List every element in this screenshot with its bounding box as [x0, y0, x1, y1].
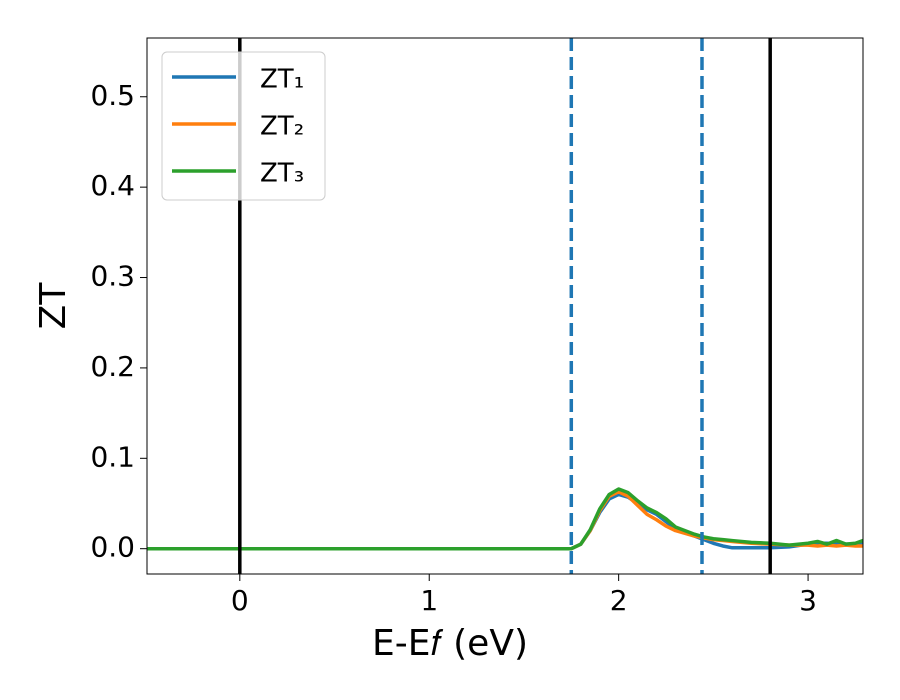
- y-tick-label: 0.1: [90, 440, 135, 473]
- y-tick-label: 0.3: [90, 260, 135, 293]
- x-tick-label: 3: [799, 584, 817, 617]
- legend-label: ZT₁: [260, 65, 304, 95]
- x-axis-label: E-E𝑓 (eV): [372, 623, 528, 664]
- x-tick-label: 1: [420, 584, 438, 617]
- legend-box: [161, 51, 326, 201]
- legend-label: ZT₃: [260, 159, 304, 189]
- x-tick-label: 0: [231, 584, 249, 617]
- y-tick-label: 0.0: [90, 531, 135, 564]
- x-tick-label: 2: [610, 584, 628, 617]
- y-axis-label: ZT: [33, 282, 74, 330]
- series-line: [147, 487, 863, 551]
- series-line: [147, 489, 863, 551]
- series-line: [147, 492, 863, 551]
- y-tick-label: 0.4: [90, 169, 135, 202]
- legend-label: ZT₂: [260, 112, 304, 142]
- y-tick-label: 0.2: [90, 350, 135, 383]
- y-tick-label: 0.5: [90, 79, 135, 112]
- plot-frame: [146, 37, 864, 575]
